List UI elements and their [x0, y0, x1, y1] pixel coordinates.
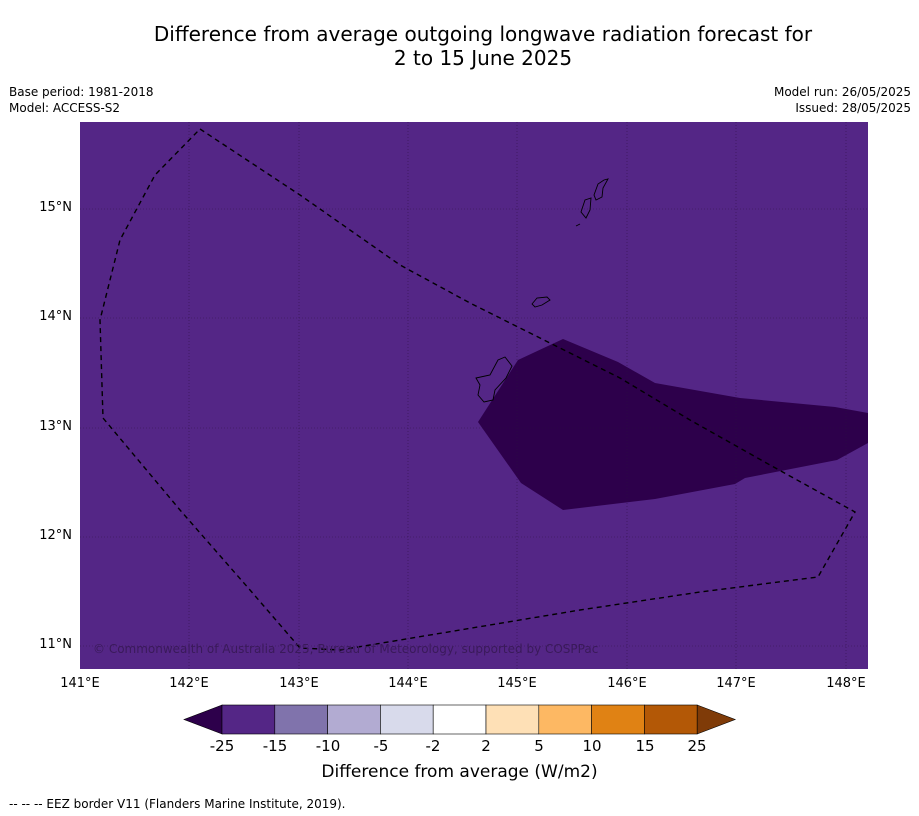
lat-label-14n: 14°N	[39, 309, 72, 324]
colorbar-swatch	[591, 704, 645, 735]
colorbar-swatch	[380, 704, 434, 735]
lon-label-146e: 146°E	[607, 676, 647, 691]
footer-note: -- -- -- EEZ border V11 (Flanders Marine…	[9, 797, 346, 811]
copyright-text: © Commonwealth of Australia 2025, Bureau…	[93, 642, 599, 656]
gridlines	[80, 122, 868, 669]
lon-label-143e: 143°E	[279, 676, 319, 691]
colorbar-extend-low	[183, 704, 223, 735]
colorbar-extend-high	[696, 704, 737, 735]
colorbar-swatch	[432, 704, 487, 735]
model-run: Model run: 26/05/2025	[773, 85, 911, 99]
eez-border	[99, 128, 856, 651]
meta-left: Base period: 1981-2018 Model: ACCESS-S2	[9, 84, 154, 116]
colorbar-tick: -5	[373, 737, 389, 755]
colorbar-swatch	[644, 704, 698, 735]
colorbar-tick: -15	[262, 737, 288, 755]
lon-label-145e: 145°E	[497, 676, 537, 691]
lon-label-148e: 148°E	[826, 676, 866, 691]
islands	[475, 178, 609, 403]
colorbar-swatch	[274, 704, 328, 735]
colorbar-tick: -25	[209, 737, 235, 755]
island-saipan	[593, 178, 609, 201]
meta-right: Model run: 26/05/2025 Issued: 28/05/2025	[774, 84, 911, 116]
anomaly-region	[478, 339, 868, 510]
colorbar-title: Difference from average (W/m2)	[321, 762, 598, 782]
lon-label-142e: 142°E	[169, 676, 209, 691]
island-guam	[475, 356, 513, 403]
map-background	[80, 122, 868, 669]
title-line-2: 2 to 15 June 2025	[393, 46, 573, 70]
lon-label-144e: 144°E	[388, 676, 428, 691]
model-name: Model: ACCESS-S2	[9, 101, 121, 115]
lat-label-13n: 13°N	[39, 419, 72, 434]
lon-label-147e: 147°E	[716, 676, 756, 691]
title-line-1: Difference from average outgoing longwav…	[153, 22, 813, 46]
colorbar-tick: 10	[582, 737, 602, 755]
lat-label-15n: 15°N	[39, 200, 72, 215]
lat-label-11n: 11°N	[39, 637, 72, 652]
island-tinian	[580, 197, 592, 219]
lat-label-12n: 12°N	[39, 528, 72, 543]
colorbar-tick: 5	[534, 737, 544, 755]
colorbar-tick: 2	[481, 737, 491, 755]
chart-title: Difference from average outgoing longwav…	[0, 22, 919, 70]
colorbar	[183, 704, 737, 735]
colorbar-tick: 15	[635, 737, 655, 755]
colorbar-swatch	[327, 704, 381, 735]
colorbar-swatch	[485, 704, 540, 735]
colorbar-swatch	[221, 704, 276, 735]
base-period: Base period: 1981-2018	[9, 85, 154, 99]
island-aguijan	[575, 223, 581, 227]
colorbar-tick: -10	[315, 737, 341, 755]
colorbar-tick: -2	[425, 737, 441, 755]
lon-label-141e: 141°E	[60, 676, 100, 691]
island-rota	[531, 296, 551, 308]
issued-date: Issued: 28/05/2025	[795, 101, 911, 115]
colorbar-swatch	[538, 704, 592, 735]
colorbar-tick: 25	[687, 737, 707, 755]
